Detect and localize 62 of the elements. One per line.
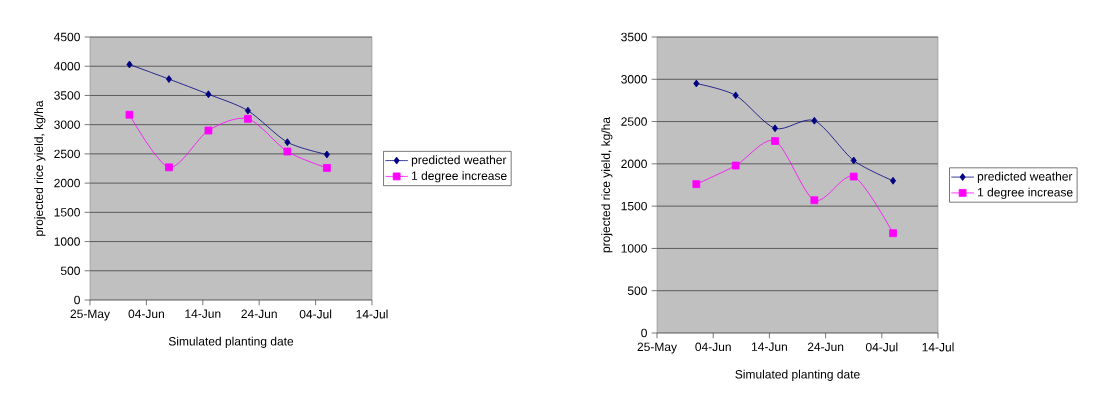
point — [284, 138, 291, 147]
y-tick-label: 1000 — [621, 244, 647, 253]
x-tick-label: 25-May — [70, 309, 110, 321]
point — [126, 60, 133, 69]
x-tick-label: 25-May — [637, 342, 677, 354]
y-tick-label: 2000 — [54, 178, 80, 188]
y-tick-label: 3000 — [621, 75, 647, 84]
point — [731, 161, 740, 170]
y-tick-label: 3500 — [54, 91, 80, 100]
y-tick-label: 4000 — [53, 61, 80, 71]
y-tick-label: 1500 — [54, 208, 80, 217]
point — [849, 172, 858, 181]
point — [890, 176, 897, 185]
x-tick-label: 14-Jun — [185, 309, 221, 318]
point — [125, 110, 134, 119]
y-tick-label: 3500 — [621, 32, 647, 42]
point — [771, 137, 779, 145]
x-tick-label: 24-Jun — [241, 309, 277, 319]
x-tick-label: 14-Jul — [356, 309, 388, 319]
x-tick-label: 04-Jul — [865, 342, 898, 352]
y-tick-label: 2500 — [54, 149, 80, 159]
point — [204, 126, 213, 135]
x-tick-label: 24-Jun — [807, 342, 844, 352]
y-axis-title: projected rice yield, kg/ha — [601, 116, 613, 253]
point — [165, 163, 173, 172]
point — [244, 114, 252, 123]
legend-label: predicted weather — [977, 171, 1073, 184]
y-tick-label: 4500 — [53, 32, 80, 42]
legend-label: 1 degree increase — [978, 187, 1073, 199]
point — [244, 106, 251, 115]
x-tick-label: 04-Jun — [695, 342, 731, 352]
point — [811, 116, 818, 125]
y-tick-label: 0 — [74, 295, 80, 305]
point — [850, 156, 857, 165]
y-tick-label: 0 — [641, 328, 647, 338]
legend-label: predicted weather — [411, 155, 507, 167]
x-axis-title: Simulated planting date — [735, 369, 860, 381]
point — [772, 124, 779, 133]
point — [889, 229, 897, 238]
point — [323, 150, 330, 159]
x-tick-label: 14-Jul — [922, 342, 954, 352]
y-axis-title: projected rice yield, kg/ha — [34, 100, 46, 236]
x-axis-title: Simulated planting date — [168, 336, 294, 348]
x-tick-label: 04-Jul — [299, 309, 332, 319]
point — [205, 90, 212, 99]
point — [810, 196, 819, 205]
point — [283, 147, 292, 156]
x-tick-label: 14-Jun — [751, 342, 787, 351]
point — [693, 79, 700, 88]
y-tick-label: 500 — [60, 266, 80, 276]
y-tick-label: 2500 — [621, 117, 647, 126]
legend-label: 1 degree increase — [412, 171, 507, 183]
y-tick-label: 3000 — [54, 120, 80, 129]
y-tick-label: 1500 — [621, 201, 647, 211]
point — [732, 91, 739, 100]
point — [692, 180, 701, 189]
y-tick-label: 1000 — [54, 237, 80, 246]
y-tick-label: 2000 — [621, 159, 647, 169]
x-tick-label: 04-Jun — [128, 309, 164, 319]
point — [165, 75, 172, 83]
point — [323, 164, 331, 172]
y-tick-label: 500 — [627, 286, 647, 295]
